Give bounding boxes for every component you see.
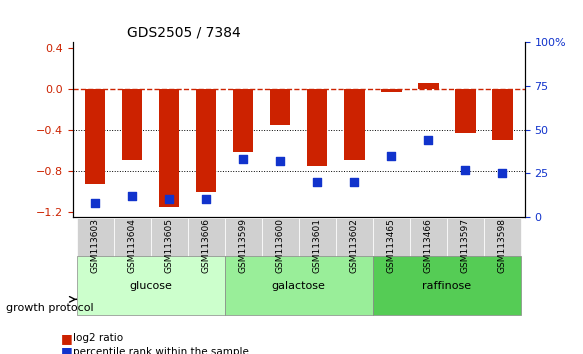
FancyBboxPatch shape [224, 218, 262, 258]
Bar [122, 88, 142, 160]
Text: GDS2505 / 7384: GDS2505 / 7384 [127, 26, 241, 40]
Text: GSM113598: GSM113598 [498, 218, 507, 273]
Point [424, 137, 433, 143]
Point [238, 156, 248, 162]
Text: GSM113600: GSM113600 [276, 218, 285, 273]
Point [350, 179, 359, 185]
FancyBboxPatch shape [373, 256, 521, 315]
FancyBboxPatch shape [336, 218, 373, 258]
Text: raffinose: raffinose [422, 281, 472, 291]
FancyBboxPatch shape [114, 218, 150, 258]
Bar [270, 88, 290, 125]
Text: GSM113603: GSM113603 [90, 218, 100, 273]
Bar [455, 88, 476, 133]
Text: percentile rank within the sample: percentile rank within the sample [73, 347, 249, 354]
FancyBboxPatch shape [76, 256, 224, 315]
Text: GSM113465: GSM113465 [387, 218, 396, 273]
FancyBboxPatch shape [224, 256, 373, 315]
Point [202, 197, 211, 202]
Text: GSM113466: GSM113466 [424, 218, 433, 273]
Point [164, 197, 174, 202]
FancyBboxPatch shape [410, 218, 447, 258]
FancyBboxPatch shape [373, 218, 410, 258]
FancyBboxPatch shape [484, 218, 521, 258]
Text: GSM113605: GSM113605 [164, 218, 174, 273]
Text: GSM113602: GSM113602 [350, 218, 359, 273]
Point [276, 158, 285, 164]
Bar [307, 88, 328, 166]
Bar [381, 88, 402, 92]
Text: glucose: glucose [129, 281, 172, 291]
Bar [492, 88, 512, 140]
Text: GSM113599: GSM113599 [238, 218, 248, 273]
Bar [196, 88, 216, 192]
Point [461, 167, 470, 173]
Bar [159, 88, 180, 207]
Text: log2 ratio: log2 ratio [73, 333, 123, 343]
FancyBboxPatch shape [447, 218, 484, 258]
Bar [344, 88, 364, 160]
Bar [418, 82, 438, 88]
Text: GSM113604: GSM113604 [128, 218, 136, 273]
Point [128, 193, 137, 199]
Text: galactose: galactose [272, 281, 326, 291]
Point [498, 171, 507, 176]
FancyBboxPatch shape [299, 218, 336, 258]
Bar [85, 88, 106, 184]
Point [312, 179, 322, 185]
Text: GSM113597: GSM113597 [461, 218, 470, 273]
Text: growth protocol: growth protocol [6, 303, 93, 313]
Text: ■: ■ [61, 345, 73, 354]
Point [90, 200, 100, 206]
Text: ■: ■ [61, 332, 73, 344]
Point [387, 153, 396, 159]
FancyBboxPatch shape [76, 218, 114, 258]
FancyBboxPatch shape [188, 218, 224, 258]
Text: GSM113606: GSM113606 [202, 218, 210, 273]
Text: GSM113601: GSM113601 [313, 218, 322, 273]
FancyBboxPatch shape [150, 218, 188, 258]
Bar [233, 88, 254, 152]
FancyBboxPatch shape [262, 218, 299, 258]
